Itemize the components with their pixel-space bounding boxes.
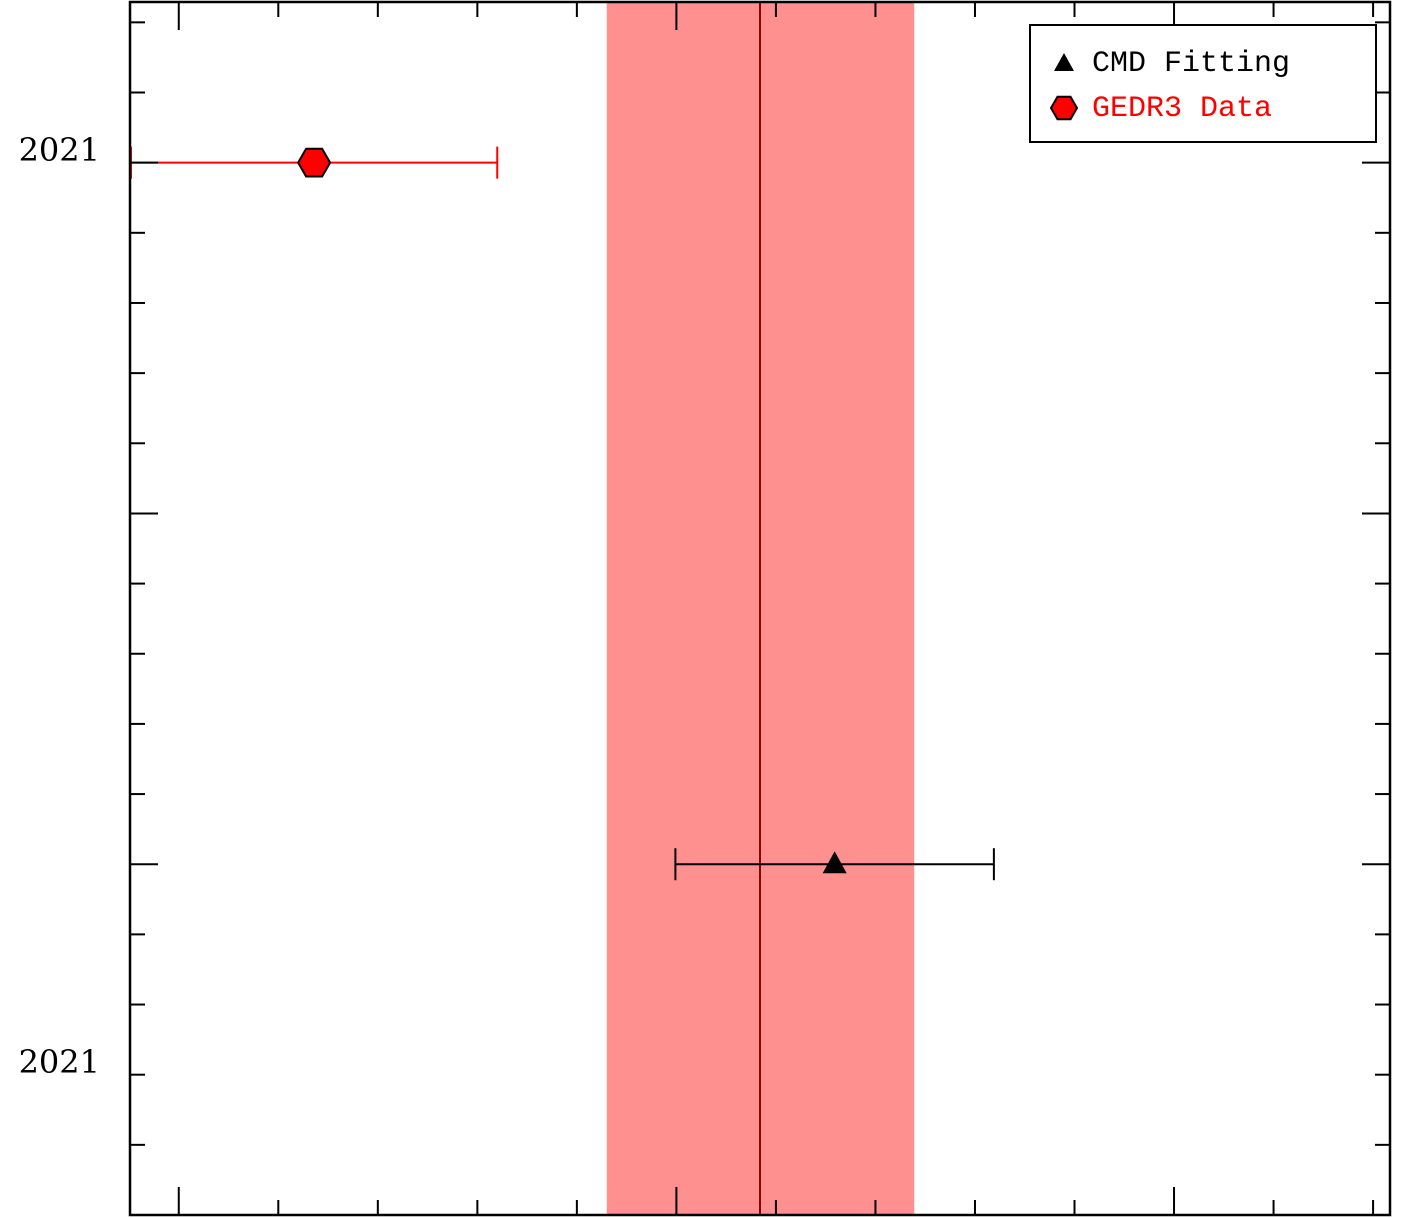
plot-area (130, 2, 995, 1215)
legend-marker (1054, 53, 1074, 71)
legend-box (1029, 24, 1377, 143)
legend-marker (1049, 95, 1079, 121)
axes: 2021 2021 (19, 0, 1392, 1217)
y-tick-label: 2021 (19, 1043, 100, 1081)
legend-label: CMD Fitting (1092, 47, 1290, 81)
legend-label: GEDR3 Data (1092, 92, 1272, 126)
legend: CMD Fitting GEDR3 Data (1029, 24, 1377, 143)
frame (128, 0, 1392, 1217)
point (296, 147, 332, 178)
point (822, 851, 847, 874)
y-tick-label: 2021 (19, 131, 100, 169)
